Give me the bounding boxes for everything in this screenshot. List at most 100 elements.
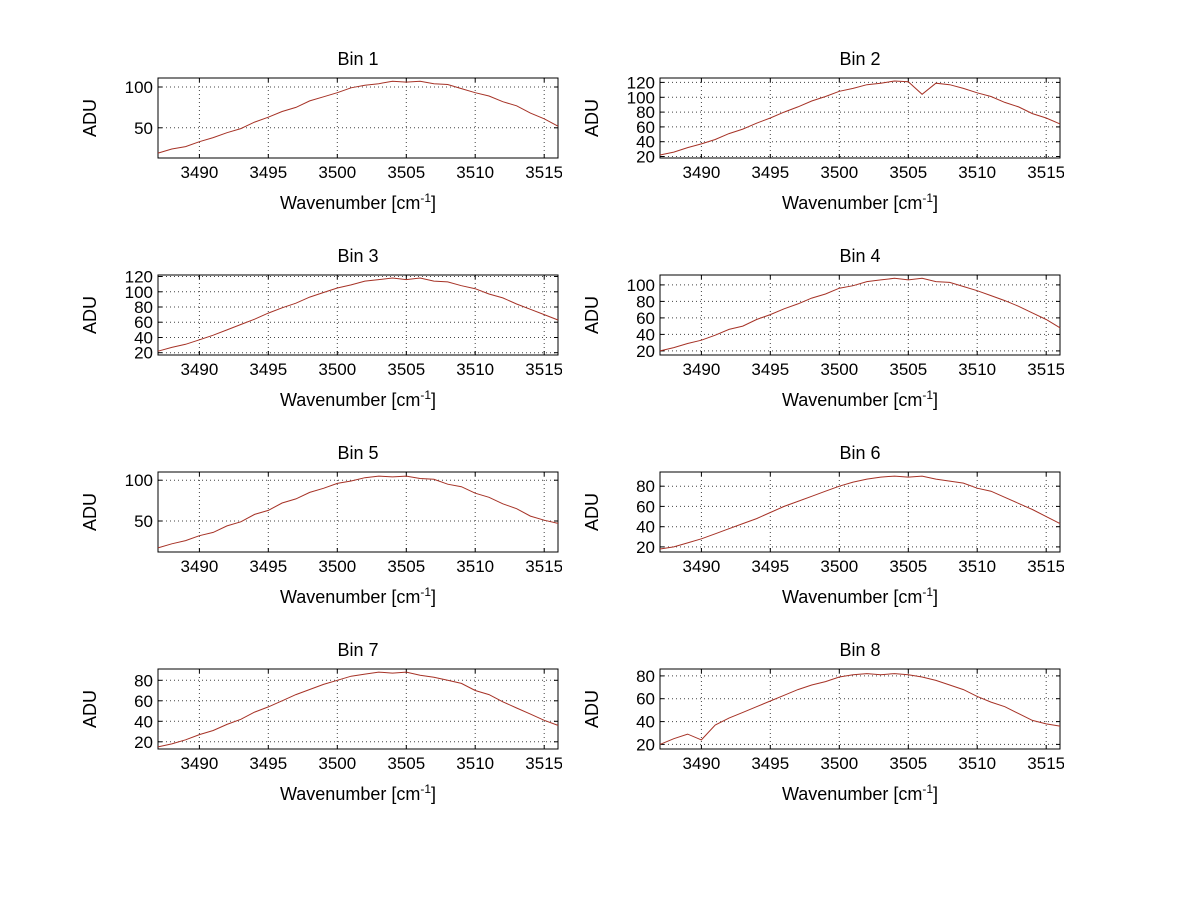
x-axis-label-sup: -1 bbox=[420, 782, 431, 796]
subplot-title: Bin 1 bbox=[337, 49, 378, 69]
subplot: Bin 1 ADU Wavenumber [cm-1] 3490 3495 3500… bbox=[60, 45, 562, 242]
x-axis-label-sup: -1 bbox=[420, 585, 431, 599]
subplot-title: Bin 7 bbox=[337, 640, 378, 660]
subplot-title: Bin 8 bbox=[839, 640, 880, 660]
x-tick-label: 3505 bbox=[889, 557, 927, 576]
x-axis-label-sup: -1 bbox=[922, 782, 933, 796]
x-tick-label: 3515 bbox=[1027, 557, 1064, 576]
x-tick-label: 3500 bbox=[820, 754, 858, 773]
y-axis-label: ADU bbox=[582, 493, 602, 531]
subplot-title: Bin 2 bbox=[839, 49, 880, 69]
x-tick-label: 3495 bbox=[249, 163, 287, 182]
y-tick-label: 20 bbox=[636, 538, 655, 557]
x-tick-label: 3495 bbox=[249, 754, 287, 773]
subplot: Bin 5 ADU Wavenumber [cm-1] 3490 3495 3500… bbox=[60, 439, 562, 636]
y-tick-label: 40 bbox=[636, 325, 655, 344]
y-tick-label: 20 bbox=[636, 342, 655, 361]
x-axis-label-end: ] bbox=[933, 587, 938, 607]
x-axis-label-main: Wavenumber [cm bbox=[782, 390, 922, 410]
x-tick-label: 3510 bbox=[456, 360, 494, 379]
x-axis-label: Wavenumber [cm-1] bbox=[782, 585, 938, 607]
x-tick-label: 3505 bbox=[889, 754, 927, 773]
x-tick-label: 3515 bbox=[525, 163, 562, 182]
subplot-title: Bin 4 bbox=[839, 246, 880, 266]
spectrum-line bbox=[659, 475, 1061, 550]
x-tick-label: 3510 bbox=[958, 557, 996, 576]
spectrum-line bbox=[157, 80, 559, 154]
plot-box bbox=[659, 471, 1061, 553]
x-tick-label: 3495 bbox=[249, 360, 287, 379]
y-axis-label: ADU bbox=[80, 296, 100, 334]
x-axis-label-main: Wavenumber [cm bbox=[280, 390, 420, 410]
plot-box bbox=[157, 471, 559, 553]
x-tick-label: 3510 bbox=[456, 163, 494, 182]
y-tick-label: 40 bbox=[636, 518, 655, 537]
spectrum-line bbox=[659, 80, 1061, 156]
subplot-title: Bin 3 bbox=[337, 246, 378, 266]
x-tick-label: 3510 bbox=[958, 360, 996, 379]
x-tick-label: 3495 bbox=[751, 557, 789, 576]
x-axis-label-main: Wavenumber [cm bbox=[280, 784, 420, 804]
plot-svg: Bin 7 ADU Wavenumber [cm-1] 3490 3495 3500… bbox=[80, 640, 562, 804]
x-tick-label: 3500 bbox=[318, 163, 356, 182]
x-tick-label: 3505 bbox=[387, 754, 425, 773]
plot-svg: Bin 5 ADU Wavenumber [cm-1] 3490 3495 3500… bbox=[80, 443, 562, 607]
y-tick-label: 60 bbox=[636, 690, 655, 709]
y-tick-label: 60 bbox=[636, 497, 655, 516]
plot-box bbox=[659, 77, 1061, 159]
x-axis-label-main: Wavenumber [cm bbox=[782, 784, 922, 804]
y-tick-label: 120 bbox=[627, 73, 655, 92]
x-axis-label-main: Wavenumber [cm bbox=[280, 193, 420, 213]
x-axis-label-end: ] bbox=[431, 784, 436, 804]
x-tick-label: 3515 bbox=[525, 360, 562, 379]
x-tick-label: 3490 bbox=[180, 557, 218, 576]
x-axis-label-sup: -1 bbox=[922, 585, 933, 599]
spectrum-line bbox=[157, 671, 559, 748]
x-tick-label: 3490 bbox=[682, 163, 720, 182]
plot-svg: Bin 2 ADU Wavenumber [cm-1] 3490 3495 3500… bbox=[582, 49, 1064, 213]
y-tick-label: 60 bbox=[134, 692, 153, 711]
x-tick-label: 3495 bbox=[751, 163, 789, 182]
x-tick-label: 3500 bbox=[820, 163, 858, 182]
x-tick-label: 3510 bbox=[958, 163, 996, 182]
spectrum-line bbox=[659, 277, 1061, 352]
x-tick-label: 3515 bbox=[525, 754, 562, 773]
x-axis-label: Wavenumber [cm-1] bbox=[280, 191, 436, 213]
y-tick-label: 20 bbox=[134, 733, 153, 752]
x-tick-label: 3500 bbox=[820, 557, 858, 576]
y-axis-label: ADU bbox=[80, 493, 100, 531]
x-axis-label-sup: -1 bbox=[420, 191, 431, 205]
y-tick-label: 80 bbox=[636, 477, 655, 496]
subplot: Bin 4 ADU Wavenumber [cm-1] 3490 3495 3500… bbox=[562, 242, 1064, 439]
x-tick-label: 3495 bbox=[751, 360, 789, 379]
y-tick-label: 80 bbox=[636, 103, 655, 122]
y-tick-label: 60 bbox=[134, 313, 153, 332]
x-tick-label: 3505 bbox=[387, 360, 425, 379]
x-axis-label-sup: -1 bbox=[922, 388, 933, 402]
y-tick-label: 40 bbox=[636, 133, 655, 152]
y-tick-label: 20 bbox=[134, 344, 153, 363]
y-tick-label: 100 bbox=[125, 78, 153, 97]
x-tick-label: 3515 bbox=[1027, 754, 1064, 773]
plot-svg: Bin 1 ADU Wavenumber [cm-1] 3490 3495 3500… bbox=[80, 49, 562, 213]
x-tick-label: 3505 bbox=[387, 163, 425, 182]
x-axis-label: Wavenumber [cm-1] bbox=[782, 191, 938, 213]
x-tick-label: 3495 bbox=[751, 754, 789, 773]
x-axis-label-main: Wavenumber [cm bbox=[782, 587, 922, 607]
x-tick-label: 3515 bbox=[525, 557, 562, 576]
x-tick-label: 3500 bbox=[318, 360, 356, 379]
plot-svg: Bin 4 ADU Wavenumber [cm-1] 3490 3495 3500… bbox=[582, 246, 1064, 410]
x-axis-label-main: Wavenumber [cm bbox=[782, 193, 922, 213]
x-tick-label: 3490 bbox=[180, 754, 218, 773]
y-tick-label: 40 bbox=[134, 712, 153, 731]
plot-svg: Bin 3 ADU Wavenumber [cm-1] 3490 3495 3500… bbox=[80, 246, 562, 410]
x-axis-label-end: ] bbox=[933, 390, 938, 410]
subplot: Bin 8 ADU Wavenumber [cm-1] 3490 3495 3500… bbox=[562, 636, 1064, 833]
y-tick-label: 100 bbox=[627, 88, 655, 107]
plot-box bbox=[157, 77, 559, 159]
y-axis-label: ADU bbox=[80, 690, 100, 728]
x-tick-label: 3490 bbox=[682, 557, 720, 576]
y-tick-label: 100 bbox=[125, 471, 153, 490]
y-tick-label: 100 bbox=[125, 283, 153, 302]
